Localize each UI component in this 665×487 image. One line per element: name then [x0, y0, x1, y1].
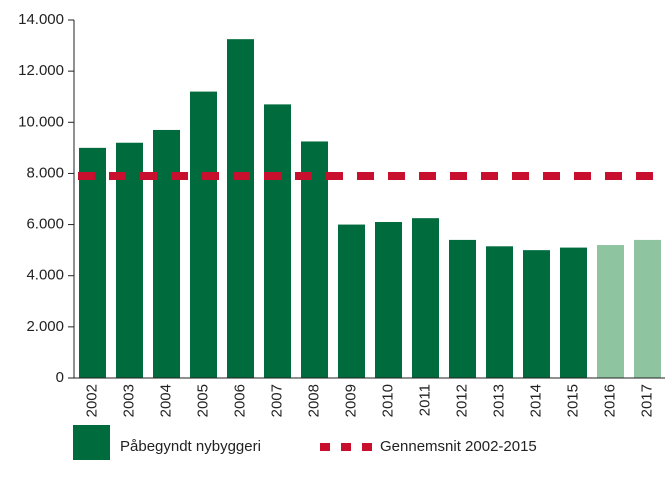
bar	[523, 250, 550, 378]
y-tick-label: 14.000	[18, 11, 64, 28]
bar	[116, 142, 143, 378]
x-tick-label: 2004	[157, 384, 174, 417]
bar	[338, 224, 365, 378]
bar	[153, 129, 180, 378]
x-tick-label: 2011	[416, 384, 433, 416]
x-tick-label: 2002	[83, 384, 100, 417]
x-tick-label: 2006	[231, 384, 248, 417]
bar	[227, 39, 254, 379]
x-tick-label: 2005	[194, 384, 211, 417]
bar	[301, 141, 328, 378]
x-tick-label: 2007	[268, 384, 285, 417]
y-tick-label: 4.000	[26, 267, 64, 284]
bar	[375, 222, 402, 378]
y-tick-label: 6.000	[26, 216, 64, 233]
bar	[486, 246, 513, 378]
x-tick-label: 2008	[305, 384, 322, 417]
y-tick-label: 10.000	[18, 113, 64, 130]
x-tick-label: 2014	[527, 384, 544, 417]
y-tick-label: 2.000	[26, 318, 64, 335]
bar	[79, 147, 106, 378]
bar	[190, 91, 217, 378]
bar	[412, 218, 439, 378]
x-tick-label: 2013	[490, 384, 507, 417]
legend-swatch	[73, 425, 110, 460]
x-tick-label: 2009	[342, 384, 359, 417]
bar	[264, 104, 291, 378]
x-tick-label: 2015	[564, 384, 581, 417]
y-tick-label: 12.000	[18, 62, 64, 79]
y-tick-label: 0	[56, 369, 64, 386]
y-tick-label: 8.000	[26, 164, 64, 181]
bar	[560, 247, 587, 378]
bar	[597, 245, 624, 378]
x-tick-label: 2010	[379, 384, 396, 417]
x-tick-label: 2017	[638, 384, 655, 417]
x-tick-label: 2003	[120, 384, 137, 417]
legend-label: Påbegyndt nybyggeri	[120, 438, 261, 455]
legend-label: Gennemsnit 2002-2015	[380, 438, 537, 455]
x-tick-label: 2012	[453, 384, 470, 417]
bar	[634, 239, 661, 378]
bar	[449, 239, 476, 378]
x-tick-label: 2016	[601, 384, 618, 417]
